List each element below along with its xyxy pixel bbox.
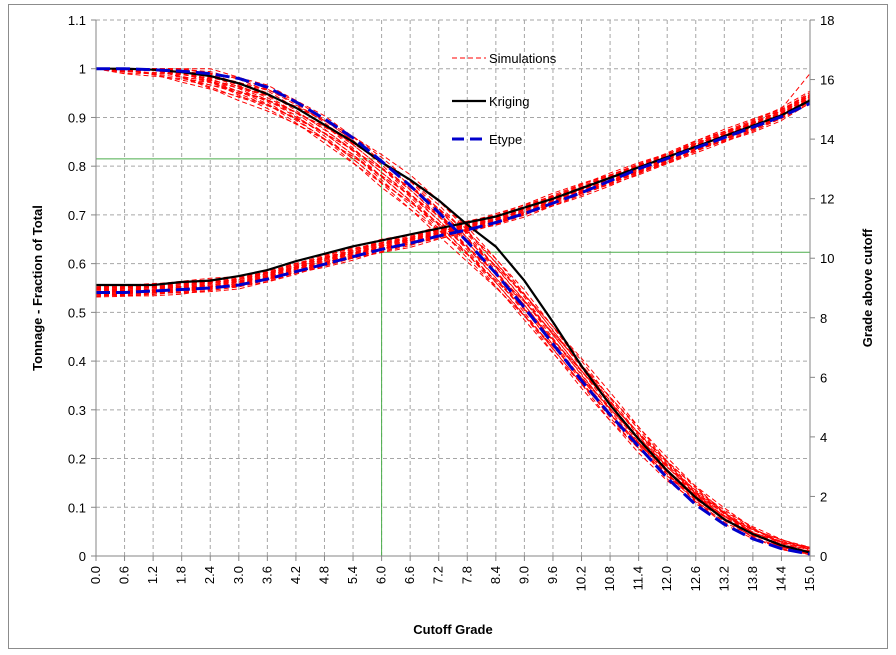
simulation-grade-curve bbox=[95, 93, 811, 290]
y-tick-label: 0.7 bbox=[68, 208, 86, 223]
x-tick-label: 8.4 bbox=[488, 566, 503, 584]
chart-frame bbox=[8, 4, 888, 649]
y2-tick-label: 12 bbox=[820, 192, 834, 207]
y2-tick-label: 2 bbox=[820, 489, 827, 504]
y2-tick-label: 14 bbox=[820, 132, 834, 147]
simulation-grade-curve bbox=[95, 96, 811, 291]
x-tick-label: 0.6 bbox=[117, 566, 132, 584]
x-tick-label: 3.6 bbox=[259, 566, 274, 584]
legend-label: Simulations bbox=[489, 51, 557, 66]
x-tick-label: 4.8 bbox=[316, 566, 331, 584]
x-tick-label: 9.6 bbox=[545, 566, 560, 584]
x-tick-label: 6.6 bbox=[402, 566, 417, 584]
x-tick-label: 15.0 bbox=[802, 566, 817, 591]
simulation-grade-curve bbox=[95, 100, 811, 297]
etype-tonnage-line bbox=[96, 67, 811, 556]
y-tick-label: 0.3 bbox=[68, 403, 86, 418]
simulation-grade-curve bbox=[95, 102, 811, 297]
kriging-tonnage-line bbox=[96, 67, 811, 554]
simulation-tonnage-curve bbox=[96, 68, 811, 556]
y-tick-label: 0.8 bbox=[68, 159, 86, 174]
kriging-grade-line bbox=[96, 99, 811, 287]
y-tick-label: 0.1 bbox=[68, 500, 86, 515]
reference-lines bbox=[96, 158, 810, 556]
x-tick-label: 1.8 bbox=[174, 566, 189, 584]
axes: 0 0.1 0.2 0.3 0.4 0.5 0.6 0.7 0.8 0.9 1 1.1 0 2 4 6 8 10 1… bbox=[68, 13, 835, 591]
simulation-grade-curve bbox=[95, 97, 811, 292]
x-tick-label: 10.8 bbox=[602, 566, 617, 591]
x-tick-label: 7.8 bbox=[459, 566, 474, 584]
y2-tick-label: 8 bbox=[820, 311, 827, 326]
x-tick-label: 2.4 bbox=[202, 566, 217, 584]
etype-grade-line bbox=[96, 102, 811, 294]
x-tick-label: 10.2 bbox=[574, 566, 589, 591]
y2-tick-label: 10 bbox=[820, 251, 834, 266]
simulation-tonnage-curve bbox=[95, 68, 811, 548]
x-tick-label: 13.2 bbox=[716, 566, 731, 591]
y-tick-label: 0 bbox=[79, 549, 86, 564]
y-tick-label: 0.4 bbox=[68, 354, 86, 369]
y-tick-label: 1 bbox=[79, 62, 86, 77]
y-tick-label: 0.2 bbox=[68, 452, 86, 467]
x-tick-label: 7.2 bbox=[431, 566, 446, 584]
simulation-grade-curve bbox=[95, 102, 811, 298]
y2-tick-label: 4 bbox=[820, 430, 827, 445]
simulation-grade-curve bbox=[95, 73, 811, 288]
y2-tick-label: 18 bbox=[820, 13, 834, 28]
x-tick-label: 12.0 bbox=[659, 566, 674, 591]
simulation-grade-curve bbox=[95, 92, 811, 288]
simulation-grade-curve bbox=[95, 95, 811, 291]
y2-axis-title: Grade above cutoff bbox=[860, 228, 875, 347]
y2-tick-label: 6 bbox=[820, 370, 827, 385]
simulation-grade-curve bbox=[95, 94, 811, 289]
legend: Simulations Kriging Etype bbox=[452, 51, 557, 147]
x-tick-label: 12.6 bbox=[688, 566, 703, 591]
x-tick-label: 5.4 bbox=[345, 566, 360, 584]
y-axis-title: Tonnage - Fraction of Total bbox=[30, 205, 45, 371]
simulation-grade-curve bbox=[95, 99, 811, 296]
simulation-grade-curve bbox=[95, 101, 811, 296]
simulation-grade-curve bbox=[95, 93, 811, 288]
x-tick-label: 3.0 bbox=[231, 566, 246, 584]
x-tick-label: 4.2 bbox=[288, 566, 303, 584]
x-tick-label: 1.2 bbox=[145, 566, 160, 584]
x-axis-title: Cutoff Grade bbox=[413, 622, 492, 637]
y-tick-label: 1.1 bbox=[68, 13, 86, 28]
legend-label: Kriging bbox=[489, 94, 529, 109]
simulation-tonnage-curve bbox=[96, 68, 811, 553]
x-tick-label: 11.4 bbox=[631, 566, 646, 590]
simulation-grade-curve bbox=[95, 99, 811, 297]
simulation-grade-curve bbox=[95, 90, 811, 287]
simulation-grade-curve bbox=[95, 94, 811, 292]
y-tick-label: 0.5 bbox=[68, 305, 86, 320]
x-tick-label: 9.0 bbox=[516, 566, 531, 584]
legend-label: Etype bbox=[489, 132, 522, 147]
y-tick-label: 0.6 bbox=[68, 257, 86, 272]
y2-tick-label: 0 bbox=[820, 549, 827, 564]
simulation-grade-curve bbox=[95, 95, 811, 292]
simulation-grade-curve bbox=[95, 94, 811, 291]
y-tick-label: 0.9 bbox=[68, 110, 86, 125]
x-tick-label: 14.4 bbox=[773, 566, 788, 591]
x-tick-label: 13.8 bbox=[745, 566, 760, 591]
y2-tick-label: 16 bbox=[820, 73, 834, 88]
simulation-tonnage-curve bbox=[95, 68, 811, 550]
simulation-curves bbox=[95, 68, 811, 556]
x-tick-label: 6.0 bbox=[374, 566, 389, 584]
simulation-grade-curve bbox=[95, 99, 811, 295]
main-curves bbox=[96, 67, 811, 556]
simulation-grade-curve bbox=[95, 97, 811, 293]
x-tick-label: 0.0 bbox=[88, 566, 103, 584]
